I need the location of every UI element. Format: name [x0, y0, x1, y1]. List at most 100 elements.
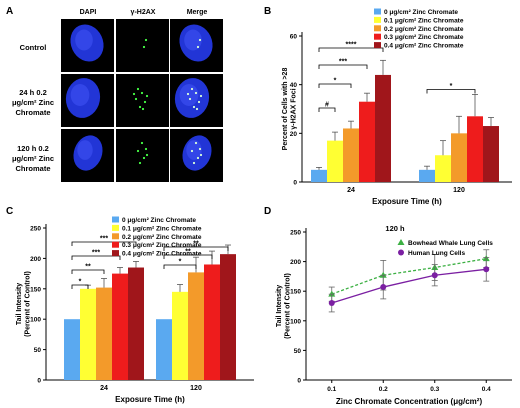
legend-label: 0.3 μg/cm² Zinc Chromate	[384, 34, 464, 41]
y-axis-label: γ-H2AX Foci	[291, 88, 298, 129]
nucleus-highlight	[184, 29, 202, 51]
panel-label-d: D	[264, 206, 271, 217]
y-tick-label: 150	[290, 289, 301, 296]
significance-bracket	[318, 83, 352, 88]
focus-dot	[199, 94, 203, 98]
bar	[435, 155, 451, 182]
bar	[483, 126, 499, 182]
focus-dot	[144, 147, 148, 151]
legend-swatch	[374, 33, 381, 40]
focus-dot	[192, 161, 196, 165]
bar	[419, 169, 435, 182]
nucleus-highlight	[179, 84, 199, 106]
data-point	[483, 266, 490, 273]
focus-dot	[188, 97, 192, 101]
bar	[172, 291, 188, 380]
bar	[311, 169, 327, 182]
focus-dot	[194, 91, 198, 95]
row-label: Chromate	[15, 108, 50, 117]
legend-swatch	[112, 216, 119, 223]
significance-bracket	[426, 89, 476, 94]
focus-dot	[140, 91, 144, 95]
column-label-merge: Merge	[187, 9, 208, 16]
legend-marker	[397, 239, 405, 245]
focus-dot	[145, 94, 149, 98]
micrograph-tile	[116, 19, 169, 72]
focus-dot	[196, 156, 200, 160]
bar	[112, 273, 128, 380]
y-tick-label: 250	[30, 226, 41, 233]
significance-bracket	[163, 264, 197, 269]
data-point	[328, 300, 335, 307]
focus-dot	[142, 156, 146, 160]
significance-bracket	[163, 246, 229, 251]
x-axis-label: Exposure Time (h)	[115, 395, 185, 404]
significance-label: ****	[346, 42, 357, 49]
significance-bracket	[71, 241, 137, 246]
y-axis-label: (Percent of Control)	[285, 273, 292, 339]
panel-label-c: C	[6, 206, 13, 217]
bar	[96, 287, 112, 380]
y-tick-label: 50	[294, 348, 302, 355]
bar	[188, 272, 204, 380]
legend-label: 0.1 μg/cm² Zinc Chromate	[122, 225, 202, 232]
y-tick-label: 20	[290, 131, 298, 138]
focus-dot	[194, 141, 198, 145]
significance-label: ***	[339, 59, 347, 66]
focus-dot	[199, 153, 203, 157]
data-point	[379, 271, 387, 278]
row-label: Control	[20, 43, 47, 52]
data-point	[380, 284, 387, 291]
data-point	[431, 272, 438, 279]
significance-label: *	[79, 279, 82, 286]
y-tick-label: 200	[290, 259, 301, 266]
data-point	[328, 290, 336, 297]
row-label: 120 h 0.2	[17, 144, 49, 153]
focus-dot	[134, 97, 138, 101]
row-label: μg/cm² Zinc	[12, 98, 54, 107]
legend-label: 0.4 μg/cm² Zinc Chromate	[122, 251, 202, 258]
y-tick-label: 100	[30, 317, 41, 324]
x-tick-label: 0.2	[379, 386, 388, 393]
legend-label: 0.2 μg/cm² Zinc Chromate	[122, 234, 202, 241]
chart-title: 120 h	[385, 224, 405, 233]
significance-bracket	[71, 255, 121, 260]
legend-swatch	[374, 8, 381, 15]
row-label: Chromate	[15, 164, 50, 173]
bar	[467, 116, 483, 182]
y-axis-label: Tail Intensity	[16, 283, 23, 325]
y-axis-label: Tail Intensity	[276, 285, 283, 327]
focus-dot	[192, 105, 196, 109]
x-tick-label: 24	[347, 187, 355, 194]
legend-swatch	[374, 16, 381, 23]
x-axis-label: Exposure Time (h)	[372, 197, 442, 206]
focus-dot	[198, 147, 202, 151]
significance-bracket	[318, 64, 368, 69]
row-label: μg/cm² Zinc	[12, 154, 54, 163]
x-tick-label: 120	[190, 385, 202, 392]
legend-swatch	[112, 241, 119, 248]
bar	[451, 133, 467, 182]
significance-bracket	[71, 269, 105, 274]
y-tick-label: 100	[290, 318, 301, 325]
significance-label: ***	[92, 250, 100, 257]
y-tick-label: 150	[30, 286, 41, 293]
significance-label: #	[325, 102, 329, 109]
column-label-gh2ax: γ-H2AX	[131, 9, 156, 16]
bar	[359, 101, 375, 182]
panel-d-chart: 0 50 100 150 200 250 0.1 0.2 0.3 0.4 120 hBowhead …	[276, 224, 512, 406]
legend-label: 0.4 μg/cm² Zinc Chromate	[384, 43, 464, 50]
legend-label: 0 μg/cm² Zinc Chromate	[122, 217, 196, 224]
nucleus-highlight	[70, 84, 90, 106]
y-tick-label: 0	[293, 180, 297, 187]
bar	[128, 267, 144, 380]
legend-label: Human Lung Cells	[408, 250, 465, 257]
significance-label: *	[450, 83, 453, 90]
legend-label: 0 μg/cm² Zinc Chromate	[384, 9, 458, 16]
focus-dot	[196, 45, 200, 49]
focus-dot	[136, 149, 140, 153]
